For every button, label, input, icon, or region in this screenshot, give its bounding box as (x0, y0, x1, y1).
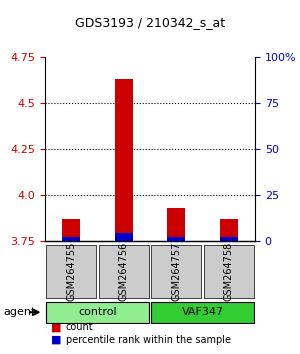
Text: ■: ■ (51, 335, 62, 345)
FancyBboxPatch shape (46, 302, 149, 323)
Text: ■: ■ (51, 322, 62, 332)
Text: GSM264757: GSM264757 (171, 242, 181, 301)
Bar (62, 219, 80, 241)
Bar (220, 237, 238, 241)
Text: control: control (78, 307, 117, 318)
Bar (167, 207, 185, 241)
FancyBboxPatch shape (151, 302, 254, 323)
FancyBboxPatch shape (204, 245, 254, 298)
Bar (167, 237, 185, 241)
Text: GDS3193 / 210342_s_at: GDS3193 / 210342_s_at (75, 16, 225, 29)
Bar (115, 79, 133, 241)
Text: percentile rank within the sample: percentile rank within the sample (66, 335, 231, 345)
Bar (115, 233, 133, 241)
Text: GSM264755: GSM264755 (66, 242, 76, 301)
Bar (220, 219, 238, 241)
Text: VAF347: VAF347 (182, 307, 224, 318)
Text: GSM264756: GSM264756 (119, 242, 129, 301)
FancyBboxPatch shape (151, 245, 202, 298)
Text: agent: agent (3, 307, 35, 317)
FancyBboxPatch shape (46, 245, 97, 298)
Text: count: count (66, 322, 94, 332)
Bar (62, 237, 80, 241)
FancyBboxPatch shape (98, 245, 149, 298)
Text: GSM264758: GSM264758 (224, 242, 234, 301)
